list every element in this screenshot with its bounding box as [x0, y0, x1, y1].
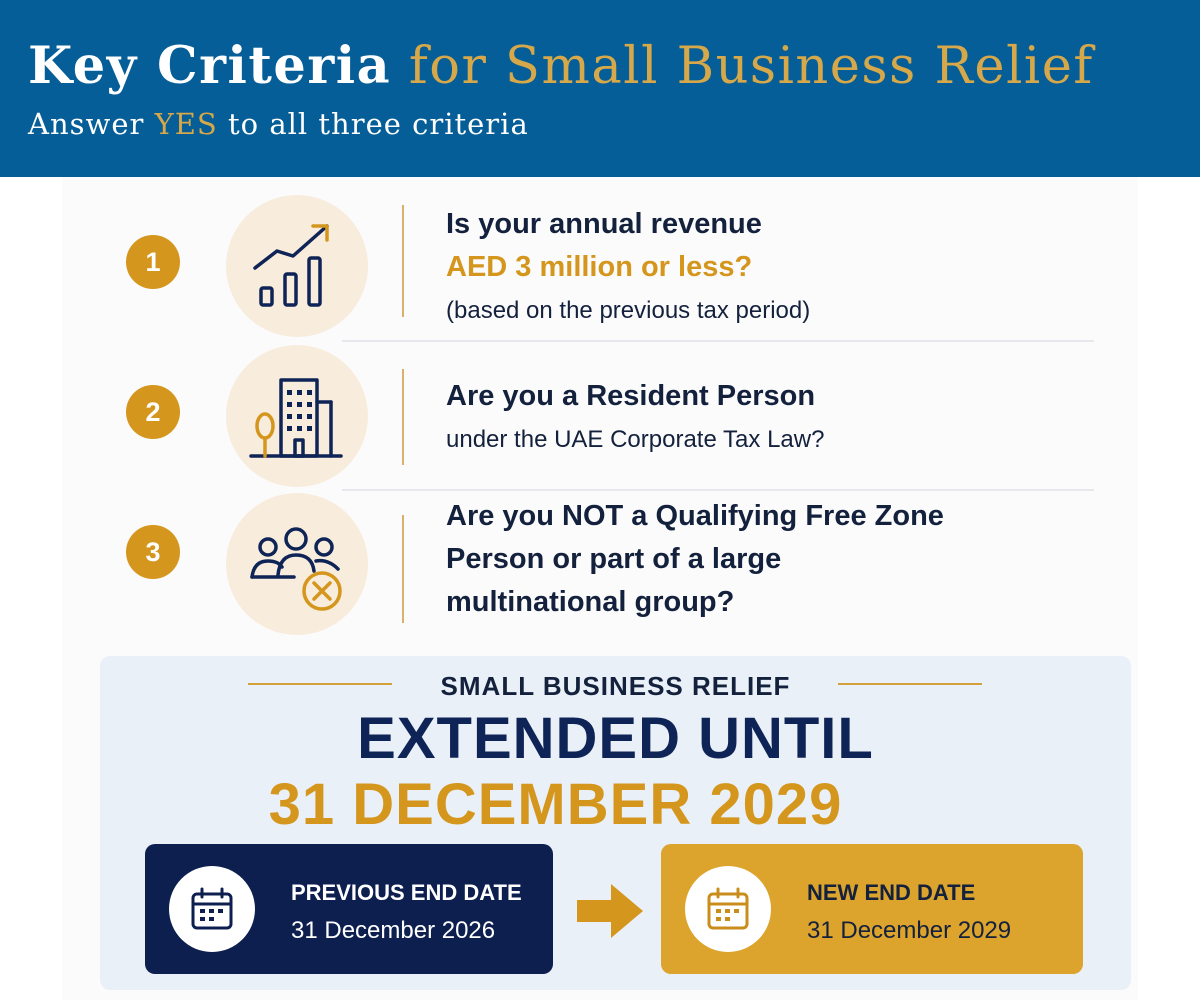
criterion-text: Is your annual revenue AED 3 million or … [446, 203, 810, 332]
row-separator [342, 489, 1094, 491]
criterion-2: 2 Are you a Resident Person u [62, 345, 1138, 497]
calendar-icon [169, 866, 255, 952]
new-end-date-card: NEW END DATE 31 December 2029 [661, 844, 1083, 974]
step-number-badge: 3 [126, 525, 180, 579]
criterion-3-line1: Are you NOT a Qualifying Free Zone [446, 500, 944, 532]
criterion-2-line1: Are you a Resident Person [446, 380, 816, 412]
kicker-rule-left [248, 683, 392, 685]
banner-date: 31 DECEMBER 2029 [268, 772, 843, 837]
divider-line [402, 205, 404, 317]
criterion-text: Are you NOT a Qualifying Free Zone Perso… [446, 495, 944, 624]
step-number-badge: 2 [126, 385, 180, 439]
calendar-icon [685, 866, 771, 952]
subtitle-post: to all three criteria [227, 107, 529, 141]
group-excluded-icon [226, 493, 368, 635]
title-strong: Key Criteria [28, 36, 392, 96]
subtitle-highlight: YES [154, 107, 218, 141]
divider-line [402, 369, 404, 465]
new-end-date-label: NEW END DATE [807, 880, 976, 905]
page-title: Key Criteria for Small Business Relief [28, 34, 1094, 99]
header-banner: Key Criteria for Small Business Relief A… [0, 0, 1200, 177]
criterion-3: 3 Are you NOT a Qualifying Free Zone Per… [62, 493, 1138, 645]
previous-end-date-value: 31 December 2026 [291, 917, 496, 944]
new-end-date-value: 31 December 2029 [807, 917, 1012, 944]
arrow-right-icon [577, 884, 643, 938]
previous-end-date-card: PREVIOUS END DATE 31 December 2026 [145, 844, 553, 974]
banner-headline: EXTENDED UNTIL [357, 706, 874, 771]
page-subtitle: Answer YES to all three criteria [28, 104, 529, 144]
growth-chart-icon [226, 195, 368, 337]
criterion-3-line2: Person or part of a large [446, 543, 782, 575]
step-number-badge: 1 [126, 235, 180, 289]
banner-kicker: SMALL BUSINESS RELIEF [440, 671, 791, 701]
criterion-1-line1: Is your annual revenue [446, 208, 762, 240]
criterion-1-line2: AED 3 million or less? [446, 251, 753, 283]
criterion-2-line2: under the UAE Corporate Tax Law? [446, 426, 825, 453]
kicker-rule-right [838, 683, 982, 685]
divider-line [402, 515, 404, 623]
subtitle-pre: Answer [28, 107, 145, 141]
criterion-1-line3: (based on the previous tax period) [446, 297, 811, 324]
office-building-icon [226, 345, 368, 487]
row-separator [342, 340, 1094, 342]
criterion-1: 1 Is your annual revenue AED 3 million o… [62, 191, 1138, 341]
criterion-text: Are you a Resident Person under the UAE … [446, 375, 824, 461]
previous-end-date-label: PREVIOUS END DATE [291, 880, 522, 905]
criterion-3-line3: multinational group? [446, 586, 735, 618]
extension-banner: SMALL BUSINESS RELIEF EXTENDED UNTIL 31 … [100, 656, 1131, 990]
title-rest: for Small Business Relief [408, 37, 1094, 96]
